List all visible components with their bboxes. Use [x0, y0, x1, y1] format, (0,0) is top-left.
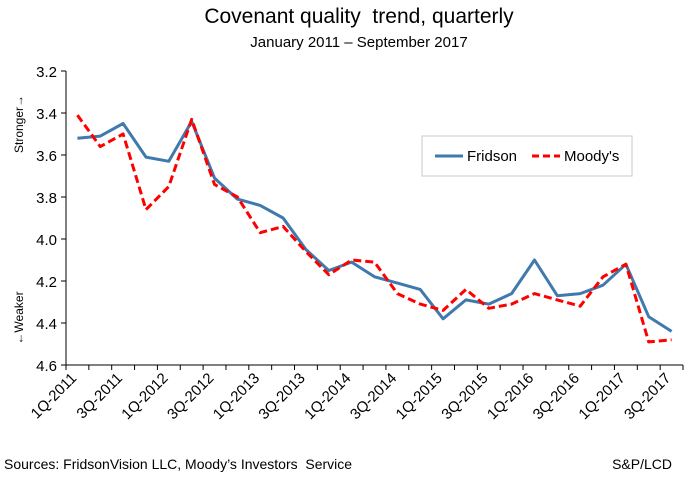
x-tick-label: 3Q-2014 [347, 370, 400, 423]
y-tick-label: 3.4 [36, 106, 57, 123]
y-tick-label: 3.8 [36, 190, 57, 207]
series-lines [76, 114, 673, 344]
series-line-fridson [77, 119, 673, 333]
y-annotation-weaker: ←Weaker [12, 291, 26, 344]
y-tick-label: 4.2 [36, 274, 57, 291]
y-tick-label: 4.4 [36, 316, 57, 333]
legend-label-fridson: Fridson [467, 148, 517, 165]
x-tick-label: 1Q-2013 [210, 370, 263, 423]
x-tick-label: 1Q-2017 [575, 370, 628, 423]
x-axis-ticks: 1Q-20113Q-20111Q-20123Q-20121Q-20133Q-20… [28, 365, 684, 423]
footer-sources: Sources: FridsonVision LLC, Moody’s Inve… [4, 456, 352, 472]
legend-label-moodys: Moody's [564, 148, 619, 165]
y-tick-label: 4.6 [36, 358, 57, 375]
x-tick-label: 3Q-2013 [255, 370, 308, 423]
y-tick-label: 3.6 [36, 148, 57, 165]
x-tick-label: 1Q-2016 [484, 370, 537, 423]
chart-subtitle: January 2011 – September 2017 [250, 34, 467, 51]
y-tick-label: 4.0 [36, 232, 57, 249]
x-tick-label: 3Q-2012 [164, 370, 217, 423]
x-tick-label: 3Q-2016 [530, 370, 583, 423]
chart-title: Covenant quality trend, quarterly [204, 5, 514, 28]
y-tick-label: 3.2 [36, 64, 57, 81]
y-annotation-stronger: Stronger→ [12, 95, 26, 153]
axes [65, 71, 683, 366]
x-tick-label: 1Q-2014 [301, 370, 354, 423]
x-tick-label: 1Q-2015 [393, 370, 446, 423]
legend: Fridson Moody's [421, 135, 633, 177]
series-line-moody-s [76, 114, 672, 344]
y-axis-ticks: 3.2 3.4 3.6 3.8 4.0 4.2 4.4 4.6 [36, 64, 66, 375]
x-tick-label: 1Q-2012 [118, 370, 171, 423]
x-tick-label: 3Q-2017 [621, 370, 674, 423]
footer-credit: S&P/LCD [612, 456, 672, 472]
x-tick-label: 3Q-2015 [438, 370, 491, 423]
x-tick-label: 3Q-2011 [73, 370, 126, 423]
x-tick-label: 1Q-2011 [28, 370, 81, 423]
